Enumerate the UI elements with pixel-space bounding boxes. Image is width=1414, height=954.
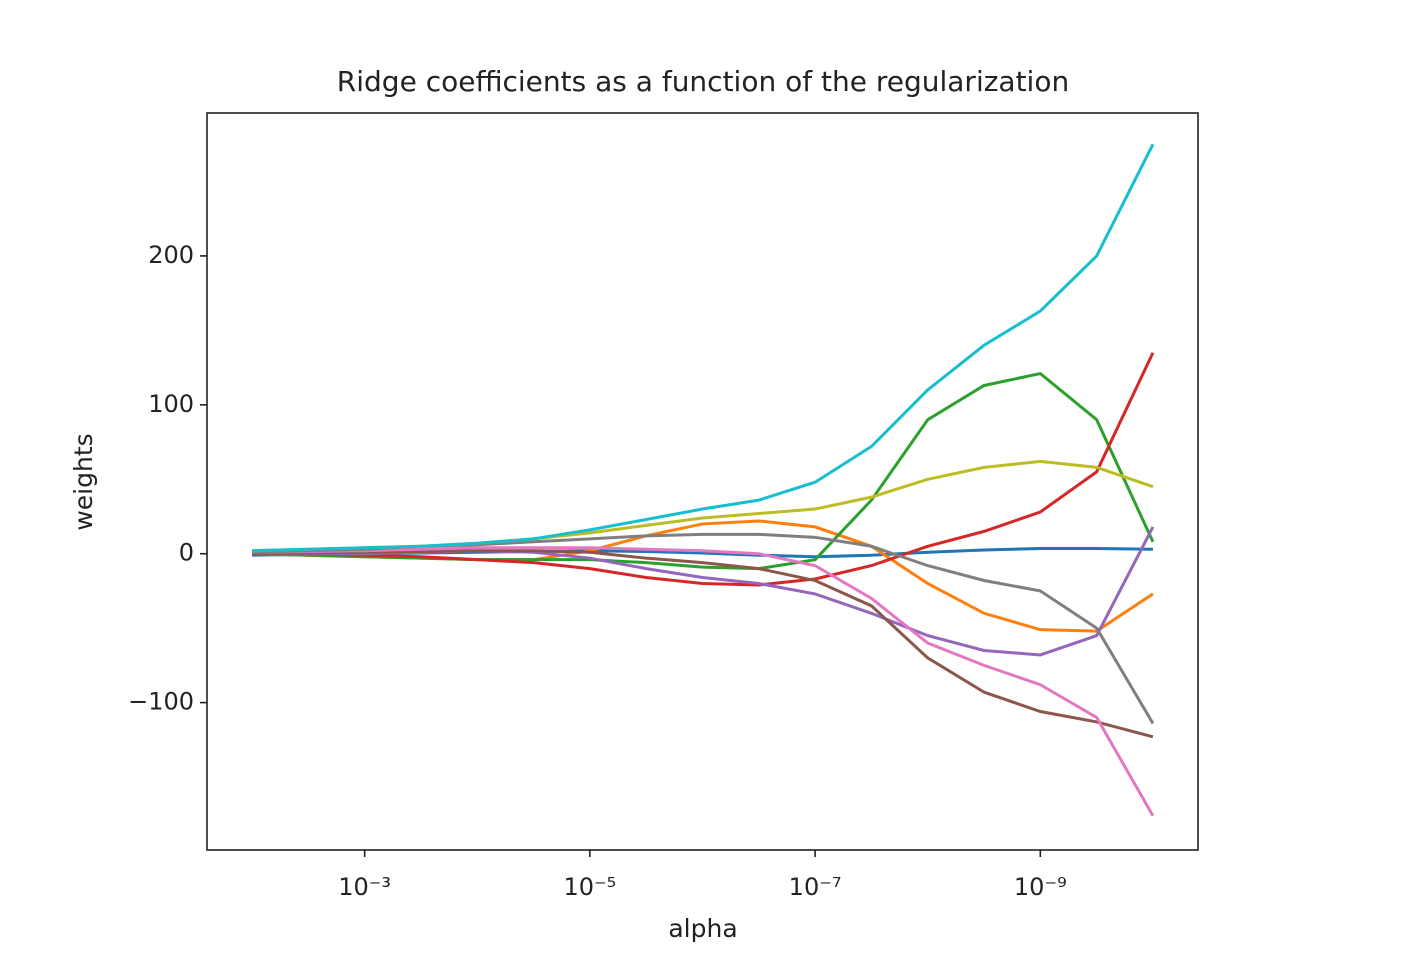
- x-tick-label: 10⁻⁹: [1014, 873, 1067, 901]
- x-tick-label: 10⁻³: [338, 873, 391, 901]
- x-tick-label: 10⁻⁷: [789, 873, 842, 901]
- series-line: [251, 549, 1154, 739]
- series-line: [251, 546, 1155, 817]
- series-line: [251, 371, 1155, 571]
- y-tick-label: 200: [148, 241, 194, 269]
- series-line: [252, 352, 1155, 587]
- y-tick-label: −100: [128, 688, 194, 716]
- chart-title: Ridge coefficients as a function of the …: [337, 65, 1069, 98]
- x-tick-label: 10⁻⁵: [563, 873, 616, 901]
- y-axis-label: weights: [69, 433, 98, 530]
- y-tick-label: 0: [179, 539, 194, 567]
- y-tick-label: 100: [148, 390, 194, 418]
- x-axis-label: alpha: [668, 914, 737, 943]
- series-line: [251, 143, 1155, 553]
- series-line: [251, 459, 1154, 553]
- plot-frame: [206, 112, 1199, 851]
